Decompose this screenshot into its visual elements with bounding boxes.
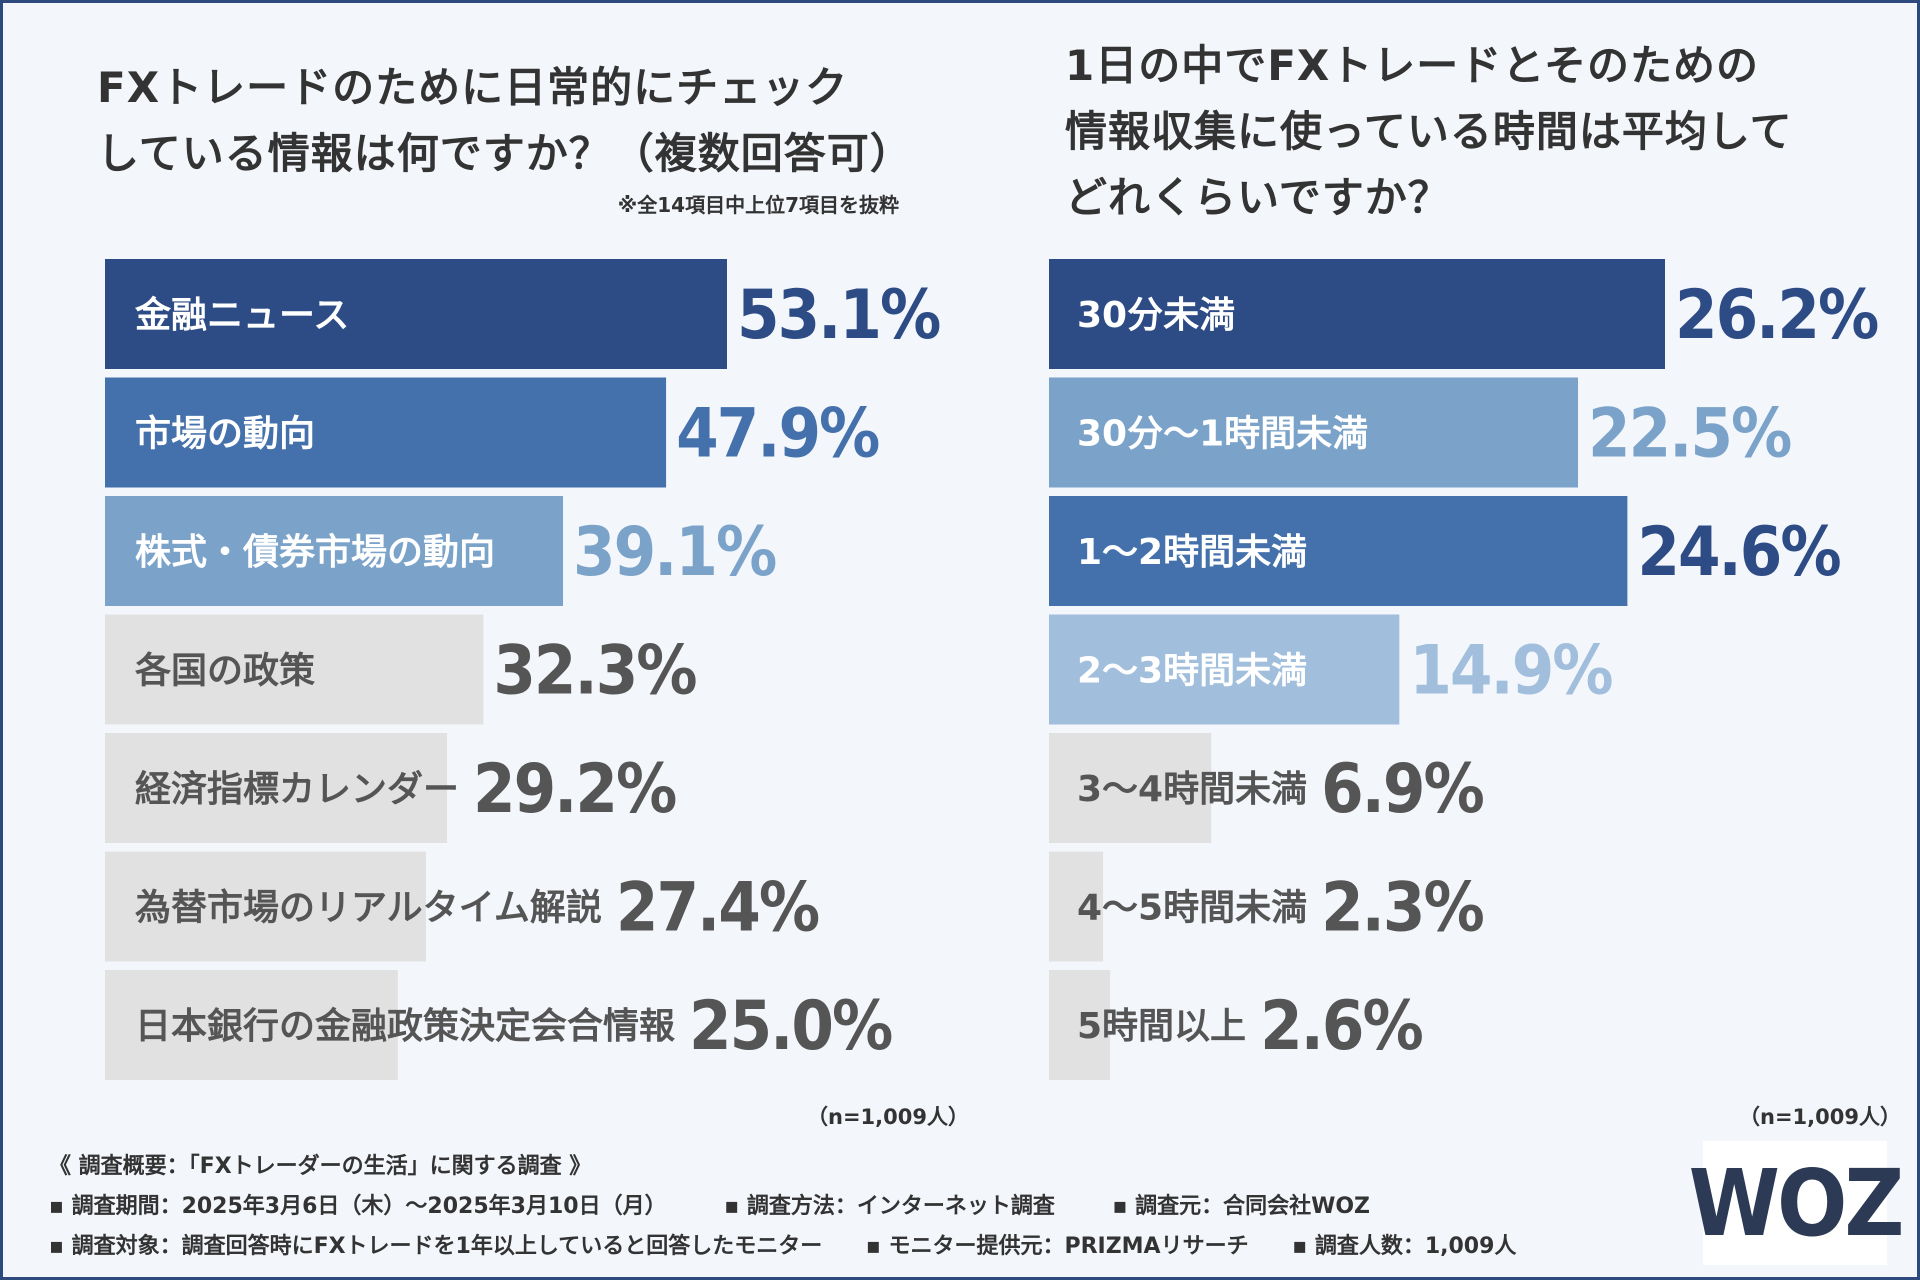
- bar: [1049, 496, 1628, 606]
- woz-logo: WOZ: [1689, 1141, 1904, 1265]
- bar-category-label: 各国の政策: [135, 651, 315, 692]
- bar-category-label: 3〜4時間未満: [1077, 769, 1307, 810]
- bar: [105, 496, 564, 606]
- survey-row-1: ▪ 調査期間：2025年3月6日（木）〜2025年3月10日（月） ▪ 調査方法…: [49, 1187, 1566, 1227]
- bar-category-label: 市場の動向: [135, 414, 315, 455]
- bar-value-label: 39.1%: [573, 513, 776, 592]
- bar-value-label: 26.2%: [1675, 276, 1878, 355]
- left-bar-chart: 金融ニュース 53.1% 市場の動向 47.9% 株式・債券市場の動向 39.1% 各国の政…: [105, 259, 942, 1080]
- bar-value-label: 25.0%: [689, 987, 892, 1066]
- bar: [105, 970, 398, 1080]
- bar-category-label: 株式・債券市場の動向: [135, 532, 495, 573]
- survey-summary: 《 調査概要：「FXトレーダーの生活」に関する調査 》 ▪ 調査期間：2025年…: [49, 1147, 1566, 1267]
- left-chart-note: ※全14項目中上位7項目を抜粋: [617, 193, 899, 217]
- survey-count: ▪ 調査人数：1,009人: [1292, 1234, 1517, 1259]
- bar-category-label: 30分〜1時間未満: [1077, 414, 1368, 455]
- bar-value-label: 47.9%: [676, 395, 879, 474]
- bar: [105, 733, 448, 843]
- bar-category-label: 経済指標カレンダー: [135, 769, 459, 810]
- bar-category-label: 30分未満: [1077, 295, 1235, 336]
- bar-value-label: 22.5%: [1588, 395, 1791, 474]
- right-chart-title: 1日の中でFXトレードとそのための 情報収集に使っている時間は平均して どれくら…: [1065, 33, 1885, 231]
- survey-target: ▪ 調査対象：調査回答時にFXトレードを1年以上していると回答したモニター: [49, 1234, 823, 1259]
- bar: [1049, 377, 1579, 488]
- survey-heading: 《 調査概要：「FXトレーダーの生活」に関する調査 》: [49, 1154, 592, 1179]
- left-title-line2: している情報は何ですか？（複数回答可）: [97, 129, 913, 178]
- bar: [1049, 614, 1400, 725]
- survey-row-2: ▪ 調査対象：調査回答時にFXトレードを1年以上していると回答したモニター ▪ …: [49, 1227, 1566, 1267]
- bar-category-label: 金融ニュース: [134, 294, 349, 336]
- bar: [1049, 851, 1104, 962]
- bar-value-label: 29.2%: [473, 750, 676, 829]
- right-title-line3: どれくらいですか？: [1065, 173, 1451, 222]
- bar: [105, 259, 727, 369]
- survey-method: ▪ 調査方法：インターネット調査: [724, 1194, 1055, 1219]
- bar-category-label: 4〜5時間未満: [1077, 888, 1307, 929]
- bar-category-label: 日本銀行の金融政策決定会合情報: [135, 1005, 675, 1047]
- left-title-line1: FXトレードのために日常的にチェック: [97, 63, 849, 112]
- bar: [105, 851, 426, 962]
- bar-value-label: 32.3%: [493, 632, 696, 711]
- left-sample-size: （n=1,009人）: [807, 1105, 969, 1129]
- bar-category-label: 2〜3時間未満: [1077, 651, 1307, 692]
- left-chart-title: FXトレードのために日常的にチェック している情報は何ですか？（複数回答可）: [97, 55, 957, 187]
- charts-canvas: 金融ニュース 53.1% 市場の動向 47.9% 株式・債券市場の動向 39.1% 各国の政…: [105, 259, 1880, 1080]
- right-title-line2: 情報収集に使っている時間は平均して: [1065, 107, 1793, 156]
- bar-category-label: 1〜2時間未満: [1077, 532, 1307, 573]
- bar-value-label: 2.6%: [1260, 987, 1422, 1066]
- bar-value-label: 24.6%: [1637, 513, 1840, 592]
- bar-category-label: 5時間以上: [1077, 1006, 1246, 1047]
- bar-category-label: 為替市場のリアルタイム解説: [135, 888, 602, 929]
- bar-value-label: 53.1%: [737, 276, 940, 355]
- bar: [105, 614, 484, 725]
- right-bar-chart: 30分未満 26.2% 30分〜1時間未満 22.5% 1〜2時間未満 24.6% 2〜3時…: [1049, 259, 1880, 1080]
- bar: [1049, 733, 1212, 843]
- bar-value-label: 6.9%: [1321, 750, 1483, 829]
- bar: [1049, 259, 1665, 369]
- bar-value-label: 27.4%: [616, 869, 819, 948]
- bar: [1049, 970, 1111, 1080]
- right-title-line1: 1日の中でFXトレードとそのための: [1065, 41, 1760, 90]
- right-sample-size: （n=1,009人）: [1739, 1105, 1901, 1129]
- survey-source: ▪ 調査元：合同会社WOZ: [1112, 1194, 1371, 1219]
- bar: [105, 377, 667, 488]
- survey-provider: ▪ モニター提供元：PRIZMAリサーチ: [865, 1234, 1249, 1259]
- bar-value-label: 2.3%: [1321, 869, 1483, 948]
- survey-period: ▪ 調査期間：2025年3月6日（木）〜2025年3月10日（月）: [49, 1194, 667, 1219]
- bar-value-label: 14.9%: [1409, 632, 1612, 711]
